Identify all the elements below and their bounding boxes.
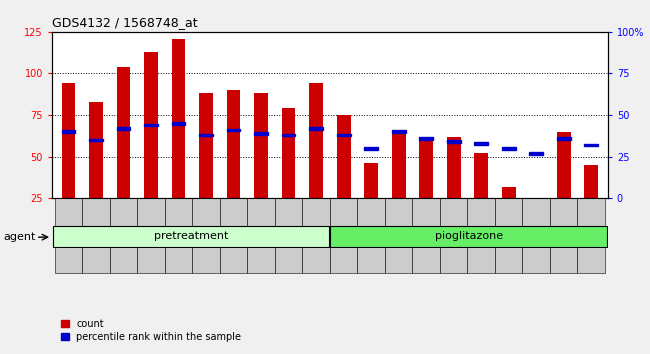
Bar <box>474 142 488 144</box>
Bar <box>116 127 131 130</box>
Bar <box>392 132 406 240</box>
Bar <box>529 203 543 240</box>
Text: pioglitazone: pioglitazone <box>435 231 503 241</box>
Bar <box>330 226 607 247</box>
Bar <box>254 93 268 240</box>
Bar <box>584 144 598 146</box>
Text: GDS4132 / 1568748_at: GDS4132 / 1568748_at <box>52 16 198 29</box>
Bar <box>89 139 103 141</box>
Bar <box>110 198 137 273</box>
Bar <box>502 147 515 150</box>
Bar <box>227 129 240 131</box>
Bar <box>220 198 248 273</box>
Bar <box>385 198 412 273</box>
Bar <box>199 134 213 136</box>
Bar <box>557 132 571 240</box>
Bar <box>137 198 165 273</box>
Bar <box>358 198 385 273</box>
Text: agent: agent <box>3 232 36 242</box>
Bar <box>440 198 467 273</box>
Bar <box>557 137 571 139</box>
Bar <box>53 226 330 247</box>
Bar <box>302 198 330 273</box>
Bar <box>227 90 240 240</box>
Bar <box>412 198 440 273</box>
Bar <box>89 102 103 240</box>
Bar <box>330 198 358 273</box>
Bar <box>62 84 75 240</box>
Bar <box>281 108 296 240</box>
Bar <box>474 153 488 240</box>
Bar <box>523 198 550 273</box>
Bar <box>337 134 350 136</box>
Bar <box>116 67 131 240</box>
Bar <box>192 198 220 273</box>
Bar <box>419 137 433 240</box>
Bar <box>254 132 268 135</box>
Bar <box>199 93 213 240</box>
Bar <box>309 84 323 240</box>
Bar <box>337 115 350 240</box>
Bar <box>550 198 577 273</box>
Bar <box>529 152 543 155</box>
Bar <box>584 165 598 240</box>
Bar <box>165 198 192 273</box>
Bar <box>577 198 605 273</box>
Bar <box>281 134 296 136</box>
Bar <box>172 122 185 125</box>
Bar <box>447 141 461 143</box>
Bar <box>62 130 75 133</box>
Bar <box>144 52 158 240</box>
Legend: count, percentile rank within the sample: count, percentile rank within the sample <box>57 315 245 346</box>
Bar <box>309 127 323 130</box>
Bar <box>172 39 185 240</box>
Bar <box>467 198 495 273</box>
Bar <box>248 198 275 273</box>
Text: pretreatment: pretreatment <box>154 231 228 241</box>
Bar <box>419 137 433 139</box>
Bar <box>55 198 83 273</box>
Bar <box>364 163 378 240</box>
Bar <box>502 187 515 240</box>
Bar <box>392 130 406 133</box>
Bar <box>495 198 523 273</box>
Bar <box>447 137 461 240</box>
Bar <box>275 198 302 273</box>
Bar <box>83 198 110 273</box>
Bar <box>364 147 378 150</box>
Bar <box>144 124 158 126</box>
